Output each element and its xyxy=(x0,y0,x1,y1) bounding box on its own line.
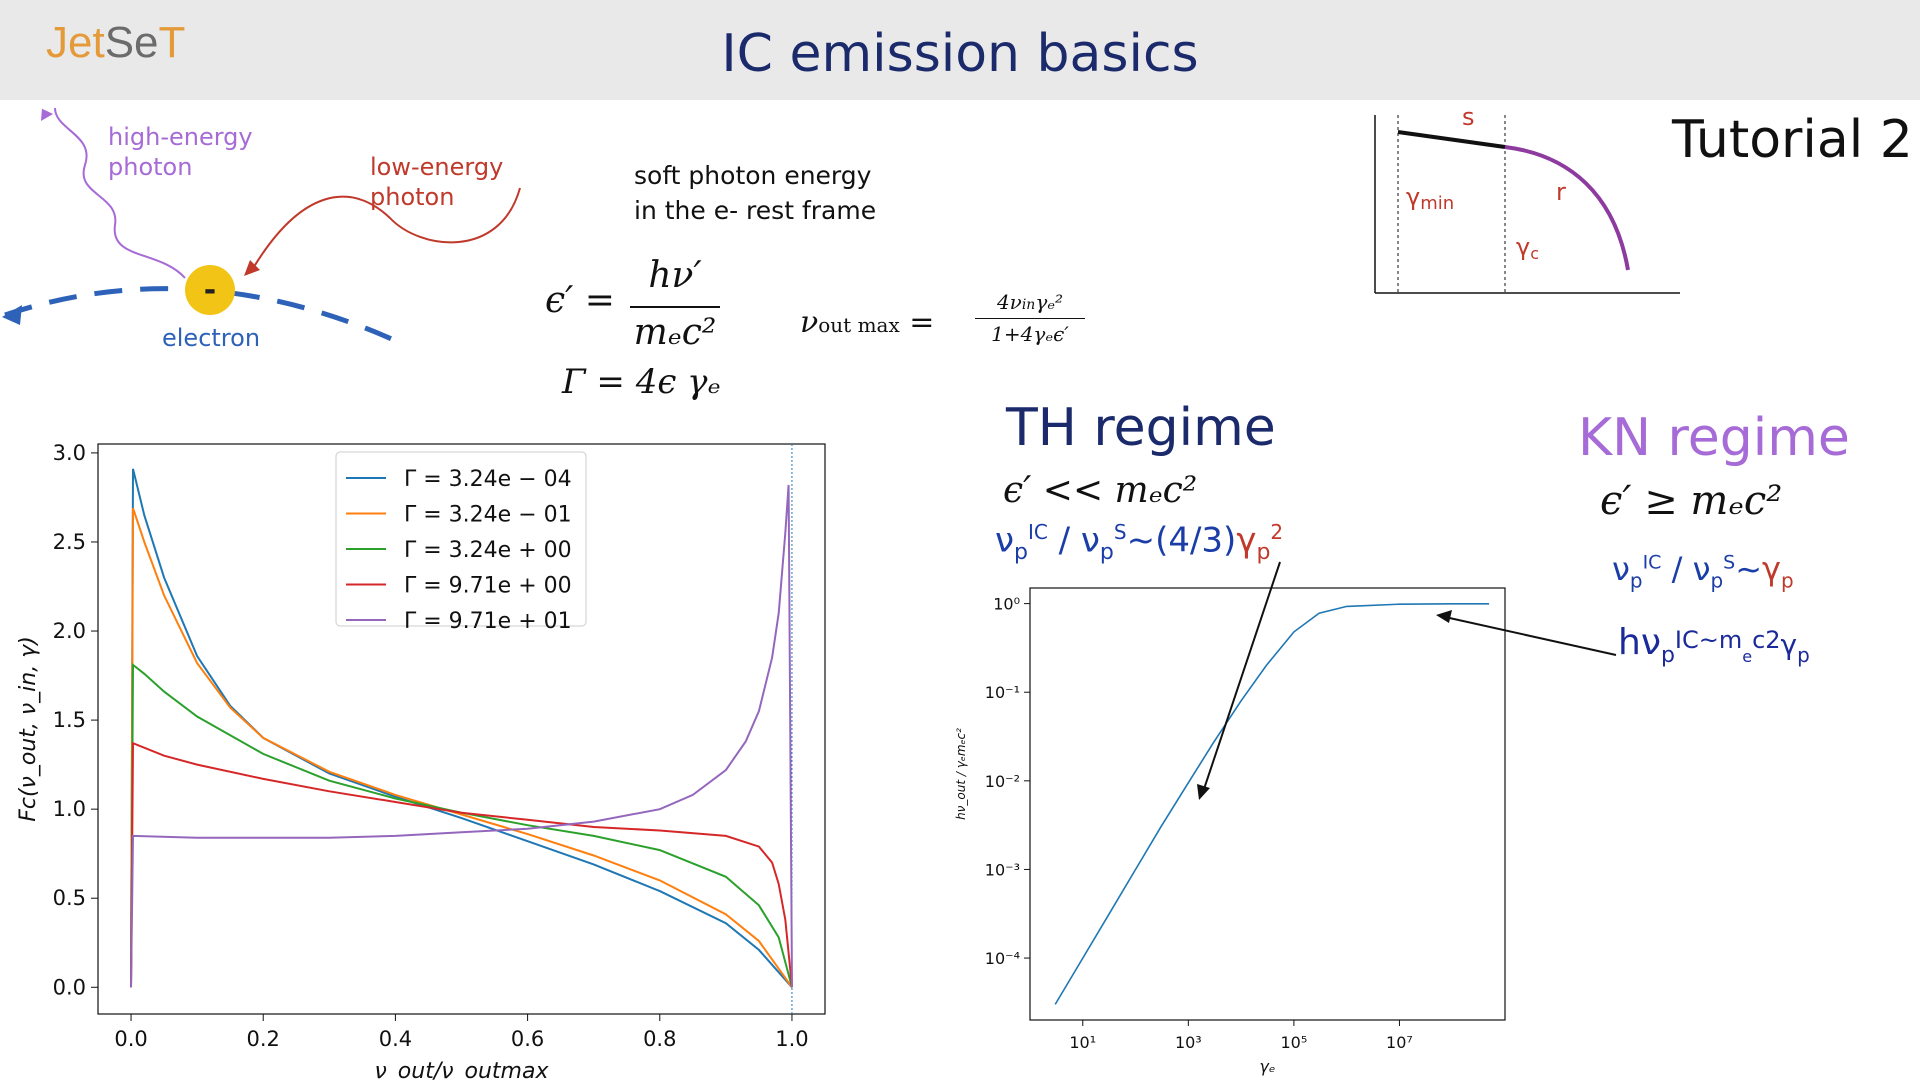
nu-numerator: 4νinγₑ² xyxy=(996,290,1064,314)
chart2-xlabel: γₑ xyxy=(1259,1057,1275,1076)
chart1-legend-label: Γ = 3.24e + 00 xyxy=(404,538,572,563)
electron-distribution-sketch: s r γmin γc xyxy=(1374,105,1680,294)
chart2-series-0 xyxy=(1054,603,1490,1005)
eps-numerator: hν′ xyxy=(648,255,702,296)
chart1-xtick-label: 1.0 xyxy=(775,1027,808,1051)
slope-s-segment xyxy=(1397,130,1506,149)
chart1-ytick-label: 0.0 xyxy=(53,975,86,999)
th-condition: ϵ′ << mₑc² xyxy=(1003,470,1198,511)
nu-out-max-eq: νout max = xyxy=(800,305,935,340)
s-label: s xyxy=(1462,105,1475,131)
chart1-xtick-label: 0.4 xyxy=(379,1027,412,1051)
chart1-legend-label: Γ = 3.24e − 01 xyxy=(404,503,572,528)
eps-denominator: mₑc² xyxy=(633,312,717,353)
th-ratio: νpIC / νpS~(4/3)γp2 xyxy=(995,520,1284,566)
tutorial-label: Tutorial 2 xyxy=(1672,110,1913,170)
low-energy-photon-path xyxy=(251,187,521,271)
high-energy-arrow-icon xyxy=(40,108,54,121)
chart1-ytick-label: 1.5 xyxy=(53,708,86,732)
kn-regime-title: KN regime xyxy=(1578,408,1850,468)
chart1-xtick-label: 0.6 xyxy=(511,1027,544,1051)
chart2-ytick-label: 10⁻² xyxy=(985,772,1020,791)
chart1-legend-label: Γ = 9.71e + 00 xyxy=(404,574,572,599)
chart1-xtick-label: 0.8 xyxy=(643,1027,676,1051)
chart-hnu-vs-gamma: 10¹ 10³ 10⁵ 10⁷ 10⁰ 10⁻¹ 10⁻² 10⁻³ 10⁻⁴ γₑ hν_out … xyxy=(954,587,1506,1076)
chart2-frame xyxy=(1029,587,1506,1021)
chart2-ytick-label: 10⁻³ xyxy=(985,860,1020,879)
eps-fraction-bar xyxy=(630,306,720,308)
low-energy-arrow-icon xyxy=(244,260,260,276)
cutoff-r-curve xyxy=(1504,145,1630,271)
trajectory-arrow-icon xyxy=(2,305,22,325)
kn-peak-energy: hνpIC~mec2γp xyxy=(1618,622,1810,669)
chart1-ytick-label: 3.0 xyxy=(53,441,86,465)
chart1-ytick-label: 1.0 xyxy=(53,797,86,821)
chart1-ytick-label: 0.5 xyxy=(53,886,86,910)
chart2-ytick-label: 10⁰ xyxy=(993,595,1020,614)
r-label: r xyxy=(1556,178,1566,206)
kn-condition: ϵ′ ≥ mₑc² xyxy=(1600,478,1783,524)
gmin-label: γmin xyxy=(1406,183,1454,214)
chart1-ylabel: Fc(ν_out, ν_in, γ) xyxy=(16,636,41,822)
electron-label: electron xyxy=(162,324,261,352)
gc-label: γc xyxy=(1516,233,1539,263)
chart2-xtick-label: 10¹ xyxy=(1069,1033,1096,1052)
low-energy-label: low-energy photon xyxy=(370,153,504,211)
chart-fc-distribution: 0.0 0.2 0.4 0.6 0.8 1.0 0.0 0.5 1.0 1.5 2.0 2.5 3.0 ν… xyxy=(16,441,826,1080)
chart1-xtick-label: 0.0 xyxy=(114,1027,147,1051)
ic-scattering-diagram: - xyxy=(2,107,521,348)
chart2-xtick-label: 10⁷ xyxy=(1386,1033,1413,1052)
nu-fraction-bar xyxy=(975,318,1085,319)
chart1-xlabel: ν_out/ν_outmax xyxy=(375,1059,550,1080)
chart1-legend-label: Γ = 3.24e − 04 xyxy=(404,467,572,492)
chart2-ytick-label: 10⁻¹ xyxy=(985,683,1020,702)
kn-ratio: νpIC / νpS~γp xyxy=(1612,550,1794,593)
chart2-ytick-label: 10⁻⁴ xyxy=(985,949,1020,968)
chart1-frame xyxy=(97,443,826,1015)
chart1-series-4 xyxy=(130,484,793,988)
high-energy-label: high-energy photon xyxy=(108,123,253,181)
gamma-equation: Γ = 4ϵ γₑ xyxy=(562,362,721,402)
high-energy-photon-path xyxy=(54,107,186,279)
eps-lhs: ϵ′ = xyxy=(545,280,615,321)
chart1-legend xyxy=(335,451,587,627)
chart1-ytick-label: 2.5 xyxy=(53,530,86,554)
chart1-series-2 xyxy=(130,662,793,988)
electron-icon xyxy=(185,265,235,315)
chart1-series-3 xyxy=(130,741,793,988)
chart2-ylabel: hν_out / γₑmₑc² xyxy=(954,728,968,820)
header-bar xyxy=(0,0,1920,100)
page-title: IC emission basics xyxy=(721,24,1199,84)
jetset-logo: JetSeT xyxy=(46,18,186,67)
soft-photon-text: soft photon energy in the e- rest frame xyxy=(634,161,877,225)
chart2-xtick-label: 10³ xyxy=(1175,1033,1202,1052)
nu-denominator: 1+4γₑϵ′ xyxy=(991,322,1069,346)
chart1-ytick-label: 2.0 xyxy=(53,619,86,643)
chart1-series-1 xyxy=(130,507,793,988)
chart1-xtick-label: 0.2 xyxy=(247,1027,280,1051)
chart2-xtick-label: 10⁵ xyxy=(1280,1033,1307,1052)
electron-sign: - xyxy=(204,273,216,308)
th-regime-title: TH regime xyxy=(1006,398,1276,458)
chart1-legend-label: Γ = 9.71e + 01 xyxy=(404,609,572,634)
chart1-series-0 xyxy=(130,468,793,988)
